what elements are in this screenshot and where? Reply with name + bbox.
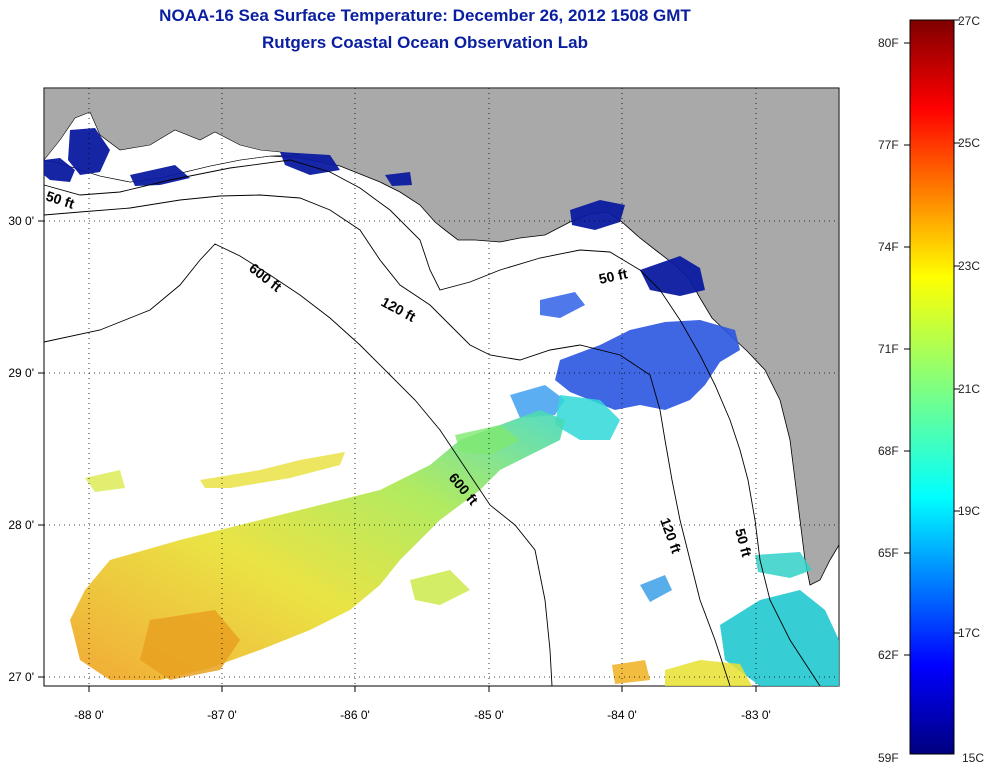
lon-label-83: -83 0' [741,708,771,722]
lat-label-27: 27 0' [8,670,34,684]
cb-c-15: 15C [962,751,984,765]
cb-f-62: 62F [878,648,899,662]
map-title: NOAA-16 Sea Surface Temperature: Decembe… [159,6,691,25]
colorbar [909,19,955,755]
lat-label-29: 29 0' [8,366,34,380]
lat-label-30: 30 0' [8,214,34,228]
lon-label-88: -88 0' [74,708,104,722]
lon-label-86: -86 0' [340,708,370,722]
cb-c-23: 23C [958,259,980,273]
cb-c-17: 17C [958,626,980,640]
warm-plume [70,410,565,680]
contour-600ft [43,243,553,687]
cb-c-21: 21C [958,382,980,396]
cb-f-68: 68F [878,444,899,458]
cb-f-71: 71F [878,342,899,356]
cb-f-59: 59F [878,751,899,765]
cb-f-65: 65F [878,546,899,560]
lon-label-87: -87 0' [207,708,237,722]
cold-water-patches [44,128,705,296]
contour-50ft [43,159,821,687]
cb-f-74: 74F [878,240,899,254]
blue-water-patch [555,320,740,410]
contour-120ft [43,194,731,687]
cb-f-80: 80F [878,36,899,50]
bathymetry-contours [43,159,821,687]
lon-label-84: -84 0' [607,708,637,722]
cb-f-77: 77F [878,138,899,152]
cb-c-19: 19C [958,504,980,518]
cb-c-27: 27C [958,14,980,28]
lat-label-28: 28 0' [8,518,34,532]
lon-label-85: -85 0' [474,708,504,722]
contour-label-50-mid: 50 ft [597,265,629,287]
cb-c-25: 25C [958,136,980,150]
contour-label-50-east: 50 ft [732,527,755,559]
map-subtitle: Rutgers Coastal Ocean Observation Lab [262,33,588,52]
